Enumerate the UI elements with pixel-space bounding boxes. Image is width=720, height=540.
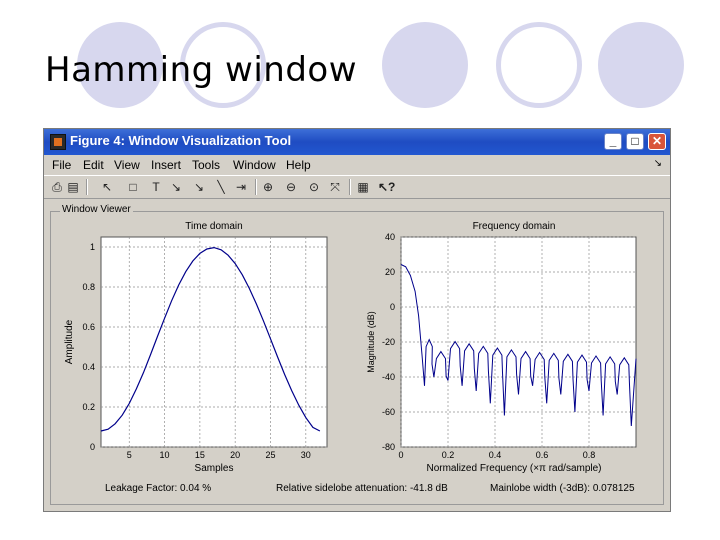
pin-icon[interactable]: ⇥ bbox=[235, 180, 247, 194]
legend-icon[interactable]: ▦ bbox=[357, 180, 369, 194]
freq-ytick-label: -60 bbox=[382, 407, 395, 417]
time-xtick-label: 10 bbox=[160, 450, 170, 460]
window-title: Figure 4: Window Visualization Tool bbox=[70, 133, 292, 148]
time-domain-curve bbox=[100, 246, 321, 432]
frequency-domain-curve bbox=[400, 264, 637, 427]
freq-ticks: 0 0.2 0.4 0.6 0.8 -80 -60 -40 -20 0 20 40 bbox=[382, 232, 595, 460]
time-axes-bg bbox=[100, 236, 328, 448]
time-domain-ylabel: Amplitude bbox=[64, 319, 75, 364]
deco-circle-3 bbox=[382, 22, 468, 108]
print-preview-icon[interactable]: ▤ bbox=[67, 180, 79, 194]
menu-help[interactable]: Help bbox=[286, 158, 311, 172]
freq-xtick-label: 0.4 bbox=[489, 450, 502, 460]
window-titlebar[interactable]: Figure 4: Window Visualization Tool _ □ … bbox=[44, 129, 670, 155]
minimize-button[interactable]: _ bbox=[604, 133, 622, 150]
time-ytick-label: 0.2 bbox=[82, 402, 95, 412]
deco-circle-1 bbox=[77, 22, 163, 108]
time-ytick-label: 0 bbox=[90, 442, 95, 452]
arrow-diag-icon[interactable]: ↘ bbox=[193, 180, 205, 194]
frequency-domain-xlabel: Normalized Frequency (×π rad/sample) bbox=[426, 463, 601, 474]
freq-xtick-label: 0 bbox=[398, 450, 403, 460]
time-ticks: 5 10 15 20 25 30 0 0.2 0.4 0.6 0.8 1 bbox=[82, 242, 310, 460]
time-grid bbox=[101, 237, 327, 448]
menu-dock-arrow-icon[interactable]: ↘ bbox=[653, 158, 662, 169]
frequency-domain-ylabel: Magnitude (dB) bbox=[366, 311, 376, 373]
time-xtick-label: 15 bbox=[195, 450, 205, 460]
figure-window: Figure 4: Window Visualization Tool _ □ … bbox=[43, 128, 671, 512]
time-xtick-label: 5 bbox=[127, 450, 132, 460]
whats-this-icon[interactable]: ↖? bbox=[378, 180, 396, 194]
leakage-factor: Leakage Factor: 0.04 % bbox=[105, 483, 211, 494]
select-arrow-icon[interactable]: ↖ bbox=[101, 180, 113, 194]
fit-icon[interactable]: ⤧ bbox=[330, 180, 340, 194]
time-domain-xlabel: Samples bbox=[195, 463, 234, 474]
menu-window[interactable]: Window bbox=[233, 158, 276, 172]
freq-grid bbox=[400, 236, 636, 448]
frequency-domain-title: Frequency domain bbox=[473, 221, 556, 232]
freq-ytick-label: 0 bbox=[390, 302, 395, 312]
freq-ytick-label: -40 bbox=[382, 372, 395, 382]
menu-view[interactable]: View bbox=[114, 158, 140, 172]
freq-ytick-label: -20 bbox=[382, 337, 395, 347]
toolbar: ⎙ ▤ ↖ □ T ↘ ↘ ╲ ⇥ ⊕ ⊖ ⊙ ⤧ ▦ ↖? bbox=[44, 175, 670, 199]
frequency-domain-axes: 0 0.2 0.4 0.6 0.8 -80 -60 -40 -20 0 20 40 Frequency… bbox=[366, 221, 637, 474]
menu-tools[interactable]: Tools bbox=[192, 158, 221, 172]
line-icon[interactable]: ╲ bbox=[217, 180, 225, 194]
deco-circle-4 bbox=[496, 22, 582, 108]
plots-canvas: 5 10 15 20 25 30 0 0.2 0.4 0.6 0.8 1 Time domain Sa… bbox=[64, 221, 637, 494]
freq-xtick-label: 0.6 bbox=[536, 450, 549, 460]
text-icon[interactable]: T bbox=[152, 180, 160, 194]
maximize-button[interactable]: □ bbox=[626, 133, 644, 150]
print-icon[interactable]: ⎙ bbox=[52, 180, 62, 194]
time-domain-title: Time domain bbox=[185, 221, 242, 232]
time-xtick-label: 30 bbox=[301, 450, 311, 460]
slide-title: Hamming window bbox=[45, 50, 358, 90]
zoom-icon[interactable]: ⊙ bbox=[308, 180, 320, 194]
time-domain-axes: 5 10 15 20 25 30 0 0.2 0.4 0.6 0.8 1 Time domain Sa… bbox=[64, 221, 328, 474]
panel-label: Window Viewer bbox=[60, 204, 133, 215]
mainlobe-width: Mainlobe width (-3dB): 0.078125 bbox=[490, 483, 635, 494]
freq-xtick-label: 0.8 bbox=[583, 450, 596, 460]
menu-insert[interactable]: Insert bbox=[151, 158, 182, 172]
matlab-figure-icon bbox=[50, 134, 66, 150]
close-button[interactable]: ✕ bbox=[648, 133, 666, 150]
freq-ytick-label: 20 bbox=[385, 267, 395, 277]
time-ytick-label: 0.6 bbox=[82, 322, 95, 332]
arrow-icon[interactable]: ↘ bbox=[170, 180, 182, 194]
sidelobe-attenuation: Relative sidelobe attenuation: -41.8 dB bbox=[276, 483, 448, 494]
time-ytick-label: 0.8 bbox=[82, 282, 95, 292]
zoom-in-icon[interactable]: ⊕ bbox=[262, 180, 274, 194]
zoom-out-icon[interactable]: ⊖ bbox=[285, 180, 297, 194]
freq-ytick-label: 40 bbox=[385, 232, 395, 242]
menu-edit[interactable]: Edit bbox=[83, 158, 104, 172]
time-xtick-label: 20 bbox=[230, 450, 240, 460]
window-viewer-panel bbox=[50, 211, 664, 505]
deco-circle-2 bbox=[180, 22, 266, 108]
menu-bar: File Edit View Insert Tools Window Help … bbox=[44, 155, 670, 175]
time-xtick-label: 25 bbox=[265, 450, 275, 460]
freq-xtick-label: 0.2 bbox=[442, 450, 455, 460]
menu-file[interactable]: File bbox=[52, 158, 72, 172]
rectangle-icon[interactable]: □ bbox=[129, 180, 137, 194]
time-ytick-label: 0.4 bbox=[82, 362, 95, 372]
time-ytick-label: 1 bbox=[90, 242, 95, 252]
freq-ytick-label: -80 bbox=[382, 442, 395, 452]
deco-circle-5 bbox=[598, 22, 684, 108]
